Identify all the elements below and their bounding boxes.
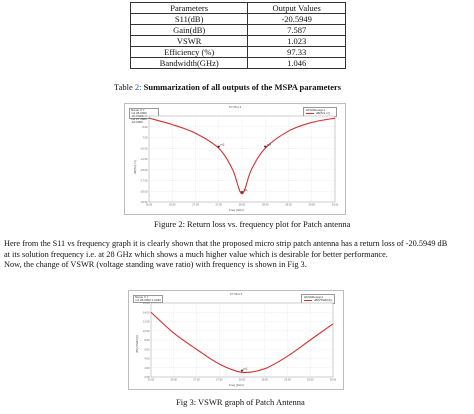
figure-2-marker-table: Name X Y m1 28.0000 -20.5949 m2 27.4800 … (129, 108, 159, 124)
y-tick-label: -15.00 (140, 168, 148, 172)
marker-row: Name X Y (131, 108, 145, 112)
table-cell: Bandwidth(GHz) (129, 57, 249, 69)
marker-row: m2 27.4800 -10.0000 (131, 117, 147, 124)
legend-header: HFSSDesign1 (306, 108, 326, 112)
x-tick-label: 26.50 (171, 378, 178, 382)
x-tick-label: 30.00 (332, 203, 339, 207)
table-row: Efficiency (%) 97.33 (129, 46, 346, 58)
legend-swatch (306, 113, 314, 114)
marker-label-m3: m3 (267, 142, 271, 146)
y-tick-label: 14.00 (143, 310, 150, 314)
table-cell: 97.33 (247, 46, 346, 58)
x-tick-label: 30.00 (330, 378, 337, 382)
y-tick-label: -5.00 (142, 125, 148, 129)
series-line (148, 117, 336, 195)
table-row: VSWR 1.023 (129, 35, 346, 47)
legend-header: HFSSDesign1 (304, 295, 324, 299)
table-cell: Gain(dB) (129, 24, 249, 36)
figure-3-caption: Fig 3: VSWR graph of Patch Antenna (176, 397, 305, 407)
x-tick-label: 29.50 (307, 378, 314, 382)
x-tick-label: 26.50 (169, 203, 176, 207)
y-tick-label: 12.00 (143, 320, 150, 324)
x-tick-label: 28.00 (239, 203, 246, 207)
table-cell: -20.5949 (247, 13, 346, 25)
x-tick-label: 28.00 (239, 378, 246, 382)
y-tick-label: -7.50 (142, 136, 148, 140)
header-parameters: Parameters (129, 2, 249, 14)
y-tick-label: -12.50 (140, 157, 148, 161)
figure-3-chart-svg: 26.00 26.50 27.00 27.50 28.00 28.50 29.00 29.50… (143, 301, 337, 382)
y-tick-label: -17.50 (140, 179, 148, 183)
paragraph-line-1: Here from the S11 vs frequency graph it … (4, 239, 448, 248)
marker-m1 (240, 191, 244, 194)
table-cell: 1.046 (247, 57, 346, 69)
y-tick-label: 2.00 (144, 366, 150, 370)
table-row: Bandwidth(GHz) 1.046 (129, 57, 346, 69)
table-cell: S11(dB) (129, 13, 249, 25)
table-cell: 1.023 (247, 35, 346, 47)
parameters-table: Parameters Output Values S11(dB) -20.594… (129, 2, 346, 69)
y-tick-label: -20.00 (140, 189, 148, 193)
table-row: Gain(dB) 7.587 (129, 24, 346, 36)
y-tick-label: -10.00 (140, 146, 148, 150)
x-tick-label: 27.00 (192, 203, 199, 207)
y-tick-label: 6.00 (144, 347, 150, 351)
body-paragraph: Here from the S11 vs frequency graph it … (4, 239, 470, 271)
table-caption-prefix: Table (114, 82, 133, 92)
y-tick-label: -2.50 (142, 114, 148, 118)
marker-row: m1 28.0000 -20.5949 (131, 111, 147, 118)
marker-m2 (217, 145, 221, 149)
marker-row: m1 28.0000 1.0230 (135, 298, 161, 302)
figure-2-chart-svg: 26.00 26.50 27.00 27.50 28.00 28.50 29.00 29.50… (140, 114, 339, 207)
marker-label-m1: m1 (244, 366, 248, 370)
y-tick-label: 8.00 (144, 338, 150, 342)
table-header-row: Parameters Output Values (129, 2, 346, 14)
figure-3-marker-table: Name X Y m1 28.0000 1.0230 (133, 295, 163, 303)
legend-label: dB(VSWR(1)) (314, 298, 333, 302)
x-tick-label: 27.50 (216, 378, 223, 382)
marker-row: Name X Y (135, 295, 149, 299)
paragraph-line-3: Now, the change of VSWR (voltage standin… (4, 260, 307, 269)
x-tick-label: 26.00 (148, 378, 155, 382)
table-caption: Table 2: Summarization of all outputs of… (114, 82, 374, 92)
marker-label-m1: m1 (244, 188, 248, 192)
marker-m3 (263, 145, 267, 149)
y-tick-label: 4.00 (144, 357, 150, 361)
marker-m1 (240, 369, 244, 373)
x-tick-label: 29.50 (309, 203, 316, 207)
x-tick-label: 27.00 (193, 378, 200, 382)
y-tick-label: 0.00 (144, 375, 150, 379)
legend-label: dB(S(1,1)) (316, 111, 330, 115)
figure-3-plot: XY Plot 4 Name X Y m1 28.0000 1.0230 HFS… (128, 290, 344, 390)
table-cell: 7.587 (247, 24, 346, 36)
x-tick-label: 29.00 (285, 203, 292, 207)
figure-2-plot-title: XY Plot 1 (228, 105, 242, 109)
figure-2-plot: XY Plot 1 Name X Y m1 28.0000 -20.5949 m… (124, 103, 346, 215)
figure-2-caption: Figure 2: Return loss vs. frequency plot… (154, 219, 351, 229)
legend-swatch (304, 300, 312, 301)
x-tick-label: 28.50 (262, 378, 269, 382)
y-tick-label: 10.00 (143, 329, 150, 333)
table-caption-text: Summarization of all outputs of the MSPA… (141, 82, 342, 92)
marker-label-m2: m2 (220, 142, 224, 146)
paragraph-line-2: at its solution frequency i.e. at 28 GHz… (4, 249, 388, 259)
table-cell: VSWR (129, 35, 249, 47)
y-tick-label: 16.00 (143, 301, 150, 305)
table-caption-number: 2: (134, 82, 142, 92)
figure-2-x-label: Freq [GHz] (229, 208, 244, 212)
table-cell: Efficiency (%) (129, 46, 249, 58)
figure-3-x-label: Freq [GHz] (229, 383, 244, 387)
x-tick-label: 26.00 (146, 203, 153, 207)
y-tick-label: -22.50 (140, 200, 148, 204)
x-tick-label: 28.50 (262, 203, 269, 207)
figure-3-plot-title: XY Plot 4 (229, 292, 243, 296)
header-output-values: Output Values (247, 2, 346, 14)
x-tick-label: 27.50 (216, 203, 223, 207)
table-row: S11(dB) -20.5949 (129, 13, 346, 25)
x-tick-label: 29.00 (284, 378, 291, 382)
